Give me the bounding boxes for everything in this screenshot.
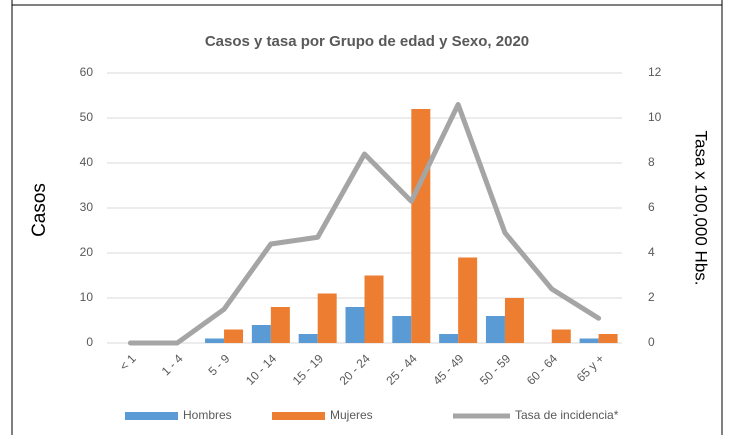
line	[127, 102, 602, 346]
y-axis-title: Casos	[29, 183, 50, 237]
bar	[317, 293, 337, 343]
y2-tick-label: 10	[648, 110, 662, 124]
bar	[458, 257, 478, 343]
bar	[298, 334, 318, 343]
legend-label: Mujeres	[330, 408, 373, 422]
legend-label: Tasa de incidencia*	[515, 408, 619, 422]
y-tick-label: 20	[80, 245, 94, 259]
legend-label: Hombres	[183, 408, 232, 422]
y2-tick-label: 12	[648, 65, 662, 79]
bar	[598, 334, 618, 343]
y2-axis-title: Tasa x 100,000 Hbs.	[692, 131, 711, 286]
bar	[345, 307, 365, 343]
bar	[392, 316, 412, 343]
bar	[224, 329, 244, 343]
y-tick-label: 50	[80, 110, 94, 124]
bar	[551, 329, 571, 343]
bar	[270, 307, 290, 343]
bar	[439, 334, 459, 343]
y2-tick-label: 4	[648, 245, 655, 259]
bar	[579, 338, 599, 343]
y2-tick-label: 6	[648, 200, 655, 214]
y2-tick-label: 2	[648, 290, 655, 304]
y-tick-label: 40	[80, 155, 94, 169]
bar	[485, 316, 505, 343]
y-tick-label: 10	[80, 290, 94, 304]
y-tick-label: 0	[86, 335, 93, 349]
bar	[251, 325, 271, 343]
y-tick-label: 60	[80, 65, 94, 79]
y2-tick-label: 0	[648, 335, 655, 349]
bar	[411, 109, 431, 343]
bar	[205, 338, 225, 343]
legend-swatch	[125, 412, 178, 420]
legend-swatch	[272, 412, 325, 420]
bar	[364, 275, 384, 343]
chart-title: Casos y tasa por Grupo de edad y Sexo, 2…	[205, 33, 529, 50]
y-tick-label: 30	[80, 200, 94, 214]
bar	[504, 298, 524, 343]
y2-tick-label: 8	[648, 155, 655, 169]
